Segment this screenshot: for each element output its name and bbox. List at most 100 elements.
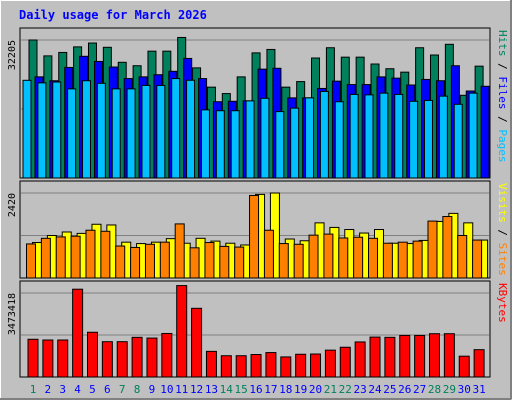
bar-pages-day-18 <box>275 111 285 179</box>
panel-visits-sites: 2420 Visits / Sites <box>7 180 509 279</box>
x-label-day-9: 9 <box>149 383 156 396</box>
x-label-day-10: 10 <box>160 383 173 396</box>
bar-sites-day-27 <box>412 240 423 279</box>
bar-sites-day-25 <box>382 242 393 279</box>
bar-pages-day-14 <box>215 110 225 179</box>
x-label-day-29: 29 <box>443 383 456 396</box>
bar-pages-day-22 <box>334 101 344 179</box>
bar-sites-day-30 <box>457 235 468 279</box>
x-label-day-13: 13 <box>205 383 218 396</box>
bar-kbytes-day-4 <box>72 288 84 378</box>
chart-title: Daily usage for March 2026 <box>19 8 207 22</box>
bar-pages-day-26 <box>394 93 404 179</box>
legend-pages: Pages <box>496 129 509 162</box>
bar-kbytes-day-14 <box>220 355 232 378</box>
legend-separator: / <box>496 110 509 130</box>
bar-kbytes-day-16 <box>250 354 262 378</box>
bar-pages-day-25 <box>379 92 389 179</box>
bar-kbytes-day-28 <box>428 333 440 378</box>
x-label-day-30: 30 <box>458 383 471 396</box>
bar-sites-day-28 <box>427 220 438 279</box>
bar-sites-day-13 <box>204 242 215 279</box>
bar-sites-day-2 <box>40 237 51 279</box>
bar-sites-day-1 <box>26 243 36 279</box>
legend-kbytes: KBytes <box>496 283 509 323</box>
bar-pages-day-27 <box>409 100 419 179</box>
legend-separator: / <box>496 223 509 243</box>
panel-hits-files-pages: 32205 Hits / Files / Pages <box>7 27 509 179</box>
legend-hits: Hits <box>496 30 509 57</box>
bar-kbytes-day-30 <box>458 355 470 378</box>
x-label-day-17: 17 <box>264 383 277 396</box>
bar-sites-day-6 <box>100 230 111 279</box>
x-label-day-20: 20 <box>309 383 322 396</box>
bar-pages-day-15 <box>230 110 240 179</box>
bar-sites-day-23 <box>353 236 364 279</box>
x-label-day-3: 3 <box>59 383 66 396</box>
bar-sites-day-20 <box>308 234 319 279</box>
bar-pages-day-16 <box>245 100 255 179</box>
x-label-day-6: 6 <box>104 383 111 396</box>
panel-legend: Hits / Files / Pages <box>496 30 509 163</box>
bar-sites-day-5 <box>85 229 96 279</box>
x-label-day-27: 27 <box>413 383 426 396</box>
x-label-day-11: 11 <box>175 383 188 396</box>
bar-sites-day-7 <box>115 245 126 279</box>
bar-sites-day-4 <box>70 235 81 279</box>
legend-files: Files <box>496 76 509 109</box>
x-label-day-21: 21 <box>324 383 337 396</box>
bar-kbytes-day-19 <box>295 353 307 378</box>
bar-pages-day-4 <box>67 88 77 179</box>
x-label-day-26: 26 <box>398 383 411 396</box>
bar-sites-day-11 <box>174 223 185 279</box>
bar-kbytes-day-18 <box>280 356 292 378</box>
bar-pages-day-20 <box>305 97 315 179</box>
bar-pages-day-21 <box>319 90 329 179</box>
bar-sites-day-9 <box>144 243 155 279</box>
x-label-day-8: 8 <box>134 383 141 396</box>
chart-panels: 32205 Hits / Files / Pages 2420 Visits / Si… <box>7 27 509 378</box>
bar-sites-day-17 <box>263 229 274 279</box>
bar-kbytes-day-21 <box>324 349 336 378</box>
bar-kbytes-day-27 <box>414 334 426 378</box>
x-label-day-2: 2 <box>45 383 52 396</box>
bar-pages-day-8 <box>126 88 136 179</box>
x-label-day-31: 31 <box>472 383 485 396</box>
bar-pages-day-19 <box>290 107 300 179</box>
x-label-day-1: 1 <box>30 383 37 396</box>
bar-kbytes-day-22 <box>339 346 351 378</box>
bar-sites-day-12 <box>189 247 200 279</box>
x-label-day-19: 19 <box>294 383 307 396</box>
panel-legend: KBytes <box>496 283 509 323</box>
bar-sites-day-31 <box>472 239 483 279</box>
bar-pages-day-17 <box>260 97 270 179</box>
x-label-day-15: 15 <box>235 383 248 396</box>
bar-kbytes-day-5 <box>86 331 98 378</box>
x-label-day-23: 23 <box>354 383 367 396</box>
bar-pages-day-2 <box>37 82 47 179</box>
bar-files-day-31 <box>480 85 490 179</box>
bar-pages-day-7 <box>111 88 121 179</box>
bar-kbytes-day-23 <box>354 341 366 378</box>
bar-pages-day-24 <box>364 94 374 179</box>
x-label-day-22: 22 <box>339 383 352 396</box>
bar-sites-day-19 <box>293 243 304 279</box>
bar-kbytes-day-7 <box>116 341 128 378</box>
bar-kbytes-day-2 <box>42 339 54 378</box>
bar-sites-day-16 <box>249 194 260 279</box>
bar-kbytes-day-3 <box>57 339 69 378</box>
bar-pages-day-13 <box>200 109 210 179</box>
panel-legend: Visits / Sites <box>496 183 509 276</box>
bar-pages-day-10 <box>156 84 166 179</box>
bar-sites-day-24 <box>368 237 379 279</box>
x-label-day-12: 12 <box>190 383 203 396</box>
bar-kbytes-day-8 <box>131 336 143 378</box>
bar-kbytes-day-31 <box>473 349 485 378</box>
bar-pages-day-1 <box>22 79 32 179</box>
legend-sites: Sites <box>496 243 509 276</box>
y-max-label: 2420 <box>7 193 18 217</box>
x-label-day-24: 24 <box>368 383 382 396</box>
bar-kbytes-day-24 <box>369 336 381 378</box>
bar-pages-day-5 <box>81 80 91 179</box>
